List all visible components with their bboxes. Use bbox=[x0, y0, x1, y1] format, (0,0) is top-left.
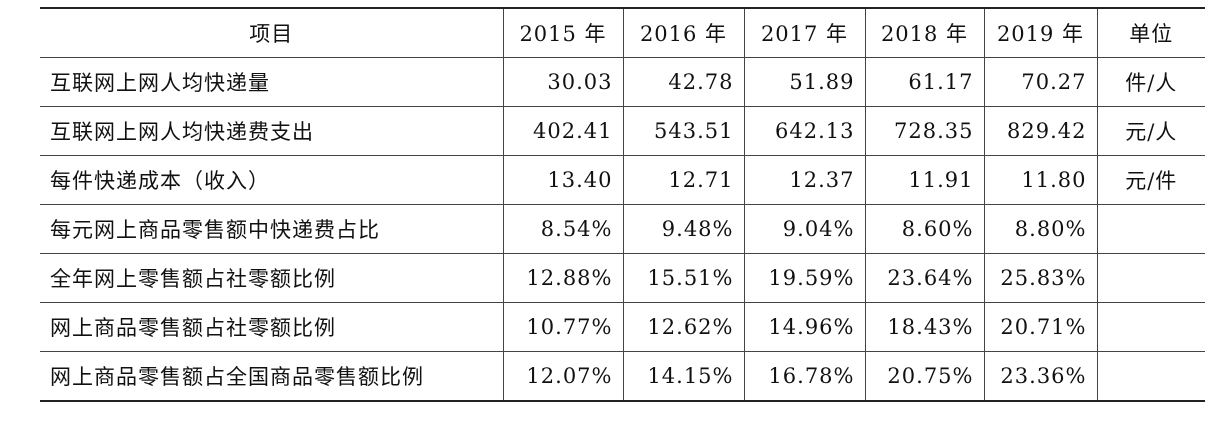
value-cell: 15.51% bbox=[622, 253, 745, 303]
value-cell: 12.07% bbox=[502, 351, 624, 402]
row-label: 互联网上网人均快递费支出 bbox=[40, 106, 504, 156]
table-row: 全年网上零售额占社零额比例 12.88% 15.51% 19.59% 23.64% 25.… bbox=[40, 253, 1205, 303]
table-header: 项目 2015 年 2016 年 2017 年 2018 年 2019 年单位 bbox=[40, 7, 1205, 58]
value-cell: 30.03 bbox=[502, 57, 624, 107]
value-cell: 16.78% bbox=[743, 351, 866, 402]
value-cell: 23.36% bbox=[983, 351, 1098, 402]
value-cell: 12.62% bbox=[622, 302, 745, 352]
value-cell: 402.41 bbox=[502, 106, 624, 156]
unit-cell: 件/人 bbox=[1096, 57, 1205, 107]
table-body: 互联网上网人均快递量 30.03 42.78 51.89 61.17 70.27 件/人 互联… bbox=[40, 57, 1205, 402]
header-cell: 2017 年 bbox=[743, 7, 866, 58]
value-cell: 13.40 bbox=[502, 155, 624, 205]
value-cell: 20.71% bbox=[983, 302, 1098, 352]
value-cell: 8.80% bbox=[983, 204, 1098, 254]
value-cell: 25.83% bbox=[983, 253, 1098, 303]
unit-cell: 元/件 bbox=[1096, 155, 1205, 205]
value-cell: 8.60% bbox=[864, 204, 985, 254]
table-row: 网上商品零售额占全国商品零售额比例 12.07% 14.15% 16.78% 20.75… bbox=[40, 351, 1205, 402]
value-cell: 9.48% bbox=[622, 204, 745, 254]
header-cell: 项目 bbox=[40, 7, 504, 58]
value-cell: 543.51 bbox=[622, 106, 745, 156]
table-row: 互联网上网人均快递量 30.03 42.78 51.89 61.17 70.27 件/人 bbox=[40, 57, 1205, 107]
header-cell: 2015 年 bbox=[502, 7, 624, 58]
value-cell: 20.75% bbox=[864, 351, 985, 402]
table-row: 每件快递成本（收入） 13.40 12.71 12.37 11.91 11.80 元/件 bbox=[40, 155, 1205, 205]
value-cell: 11.80 bbox=[983, 155, 1098, 205]
value-cell: 42.78 bbox=[622, 57, 745, 107]
unit-cell bbox=[1096, 253, 1205, 303]
value-cell: 14.15% bbox=[622, 351, 745, 402]
unit-cell bbox=[1096, 204, 1205, 254]
row-label: 网上商品零售额占社零额比例 bbox=[40, 302, 504, 352]
table-row: 互联网上网人均快递费支出 402.41 543.51 642.13 728.35 829.… bbox=[40, 106, 1205, 156]
value-cell: 18.43% bbox=[864, 302, 985, 352]
header-cell: 单位 bbox=[1096, 7, 1205, 58]
data-table: 项目 2015 年 2016 年 2017 年 2018 年 2019 年单位 互联网上网… bbox=[40, 7, 1205, 402]
value-cell: 11.91 bbox=[864, 155, 985, 205]
unit-cell bbox=[1096, 351, 1205, 402]
row-label: 每件快递成本（收入） bbox=[40, 155, 504, 205]
table-row: 每元网上商品零售额中快递费占比 8.54% 9.48% 9.04% 8.60% 8.80% bbox=[40, 204, 1205, 254]
value-cell: 9.04% bbox=[743, 204, 866, 254]
value-cell: 12.71 bbox=[622, 155, 745, 205]
value-cell: 8.54% bbox=[502, 204, 624, 254]
row-label: 网上商品零售额占全国商品零售额比例 bbox=[40, 351, 504, 402]
header-row: 项目 2015 年 2016 年 2017 年 2018 年 2019 年单位 bbox=[40, 7, 1205, 58]
value-cell: 642.13 bbox=[743, 106, 866, 156]
value-cell: 61.17 bbox=[864, 57, 985, 107]
value-cell: 14.96% bbox=[743, 302, 866, 352]
unit-cell: 元/人 bbox=[1096, 106, 1205, 156]
value-cell: 51.89 bbox=[743, 57, 866, 107]
value-cell: 829.42 bbox=[983, 106, 1098, 156]
value-cell: 70.27 bbox=[983, 57, 1098, 107]
unit-cell bbox=[1096, 302, 1205, 352]
value-cell: 23.64% bbox=[864, 253, 985, 303]
header-cell: 2018 年 bbox=[864, 7, 985, 58]
value-cell: 728.35 bbox=[864, 106, 985, 156]
value-cell: 12.88% bbox=[502, 253, 624, 303]
value-cell: 19.59% bbox=[743, 253, 866, 303]
row-label: 互联网上网人均快递量 bbox=[40, 57, 504, 107]
value-cell: 12.37 bbox=[743, 155, 866, 205]
row-label: 全年网上零售额占社零额比例 bbox=[40, 253, 504, 303]
row-label: 每元网上商品零售额中快递费占比 bbox=[40, 204, 504, 254]
value-cell: 10.77% bbox=[502, 302, 624, 352]
header-cell: 2019 年 bbox=[983, 7, 1098, 58]
table-row: 网上商品零售额占社零额比例 10.77% 12.62% 14.96% 18.43% 20.… bbox=[40, 302, 1205, 352]
header-cell: 2016 年 bbox=[622, 7, 745, 58]
